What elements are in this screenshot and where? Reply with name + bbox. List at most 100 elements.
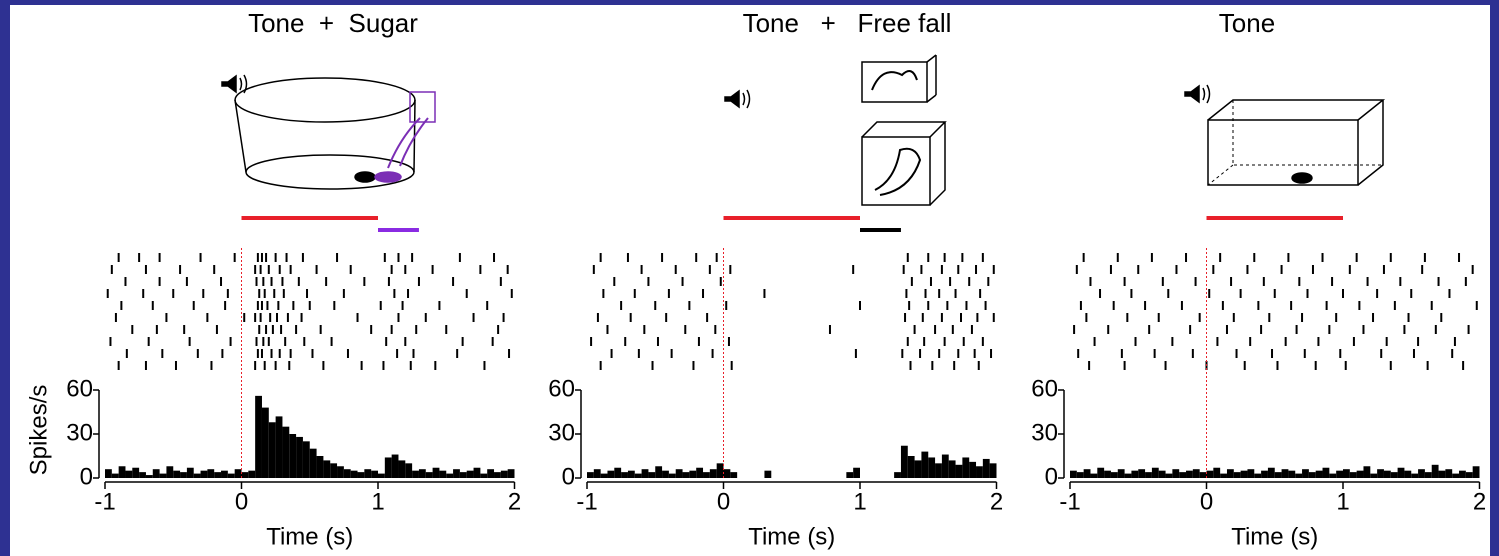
histogram-bar bbox=[1295, 473, 1303, 478]
histogram-bar bbox=[962, 457, 970, 478]
histogram-bar bbox=[180, 472, 187, 478]
histogram-bar bbox=[1110, 472, 1118, 478]
panel-title: Tone + Sugar bbox=[248, 8, 418, 38]
histogram-bar bbox=[1459, 470, 1466, 478]
x-tick-label: 0 bbox=[717, 488, 730, 515]
histogram-bar bbox=[261, 407, 269, 478]
histogram-bar bbox=[662, 470, 669, 478]
histogram-bar bbox=[682, 472, 690, 478]
histogram-bar bbox=[1452, 473, 1460, 478]
histogram-bar bbox=[648, 472, 656, 478]
histogram-bar bbox=[948, 460, 956, 478]
histogram-bar bbox=[1315, 470, 1323, 478]
histogram-bar bbox=[193, 473, 201, 478]
histogram-bar bbox=[1472, 466, 1480, 478]
histogram-bar bbox=[480, 473, 488, 478]
histogram-bar bbox=[1261, 470, 1268, 478]
histogram-bar bbox=[371, 470, 378, 478]
histogram-bar bbox=[412, 470, 419, 478]
histogram-bar bbox=[289, 434, 297, 478]
histogram-bar bbox=[173, 470, 181, 478]
histogram-bar bbox=[425, 472, 433, 478]
histogram-bar bbox=[1247, 469, 1255, 478]
histogram-bar bbox=[453, 469, 460, 478]
histogram-bar bbox=[378, 473, 385, 478]
histogram-bar bbox=[1206, 470, 1214, 478]
histogram-bar bbox=[323, 460, 331, 478]
histogram-bar bbox=[248, 470, 256, 478]
x-tick-label: 1 bbox=[853, 488, 866, 515]
y-tick-label: 30 bbox=[1031, 419, 1058, 446]
histogram-bar bbox=[350, 470, 358, 478]
histogram-bar bbox=[1233, 472, 1241, 478]
histogram-bar bbox=[1213, 467, 1221, 478]
histogram-bar bbox=[234, 469, 242, 478]
histogram-bar bbox=[145, 475, 153, 478]
x-tick-label: 0 bbox=[235, 488, 248, 515]
histogram-bar bbox=[207, 469, 215, 478]
histogram-bar bbox=[159, 473, 167, 478]
histogram-bar bbox=[466, 470, 474, 478]
histogram-bar bbox=[473, 467, 481, 478]
histogram-bar bbox=[1104, 470, 1111, 478]
histogram-bar bbox=[1411, 473, 1419, 478]
x-tick-label: -1 bbox=[94, 488, 115, 515]
histogram-bar bbox=[494, 472, 501, 478]
histogram-bar bbox=[214, 472, 222, 478]
histogram-bar bbox=[894, 472, 901, 478]
histogram-bar bbox=[846, 472, 854, 478]
histogram-bar bbox=[675, 469, 683, 478]
x-tick-label: 2 bbox=[990, 488, 1003, 515]
histogram-bar bbox=[1431, 464, 1439, 478]
y-tick-label: 60 bbox=[1031, 375, 1058, 402]
histogram-bar bbox=[907, 456, 915, 478]
y-tick-label: 30 bbox=[548, 419, 575, 446]
histogram-bar bbox=[607, 470, 615, 478]
x-tick-label: 2 bbox=[508, 488, 521, 515]
histogram-bar bbox=[1165, 473, 1173, 478]
histogram-bar bbox=[935, 463, 942, 478]
histogram-bar bbox=[186, 467, 194, 478]
y-tick-label: 0 bbox=[1045, 463, 1058, 490]
histogram-bar bbox=[221, 470, 228, 478]
histogram-bar bbox=[337, 466, 344, 478]
sugar-setup-illustration bbox=[221, 74, 436, 190]
histogram-bar bbox=[398, 460, 406, 478]
histogram-bar bbox=[1281, 469, 1289, 478]
histogram-bar bbox=[1438, 470, 1446, 478]
y-tick-label: 60 bbox=[66, 375, 93, 402]
histogram-bar bbox=[139, 472, 146, 478]
histogram-bar bbox=[634, 473, 642, 478]
histogram-bar bbox=[928, 457, 936, 478]
histogram-bar bbox=[1363, 466, 1371, 478]
histogram-bar bbox=[391, 454, 399, 478]
histogram-bar bbox=[1186, 470, 1193, 478]
y-tick-label: 60 bbox=[548, 375, 575, 402]
histogram-bar bbox=[689, 470, 697, 478]
histogram-bar bbox=[275, 416, 283, 478]
histogram-bar bbox=[1397, 467, 1405, 478]
histogram-bar bbox=[1226, 469, 1234, 478]
histogram-bar bbox=[641, 469, 649, 478]
histogram-bar bbox=[166, 466, 174, 478]
histogram-bar bbox=[600, 473, 608, 478]
tone-box-illustration bbox=[1184, 84, 1386, 186]
histogram-bar bbox=[730, 472, 738, 478]
y-tick-label: 30 bbox=[66, 419, 93, 446]
histogram-bar bbox=[969, 461, 977, 478]
histogram-bar bbox=[446, 473, 454, 478]
histogram-bar bbox=[105, 469, 112, 478]
histogram-bar bbox=[621, 472, 628, 478]
histogram-bar bbox=[716, 463, 724, 478]
histogram-bar bbox=[1356, 470, 1364, 478]
histogram-bar bbox=[227, 473, 235, 478]
histogram-bar bbox=[696, 467, 704, 478]
histogram-bar bbox=[764, 470, 772, 478]
histogram-bar bbox=[1404, 470, 1412, 478]
x-tick-label: -1 bbox=[576, 488, 597, 515]
histogram-bar bbox=[1172, 469, 1180, 478]
histogram-bar bbox=[1083, 469, 1091, 478]
histogram-bar bbox=[703, 472, 710, 478]
histogram-bar bbox=[921, 451, 929, 478]
histogram-bar bbox=[976, 466, 983, 478]
